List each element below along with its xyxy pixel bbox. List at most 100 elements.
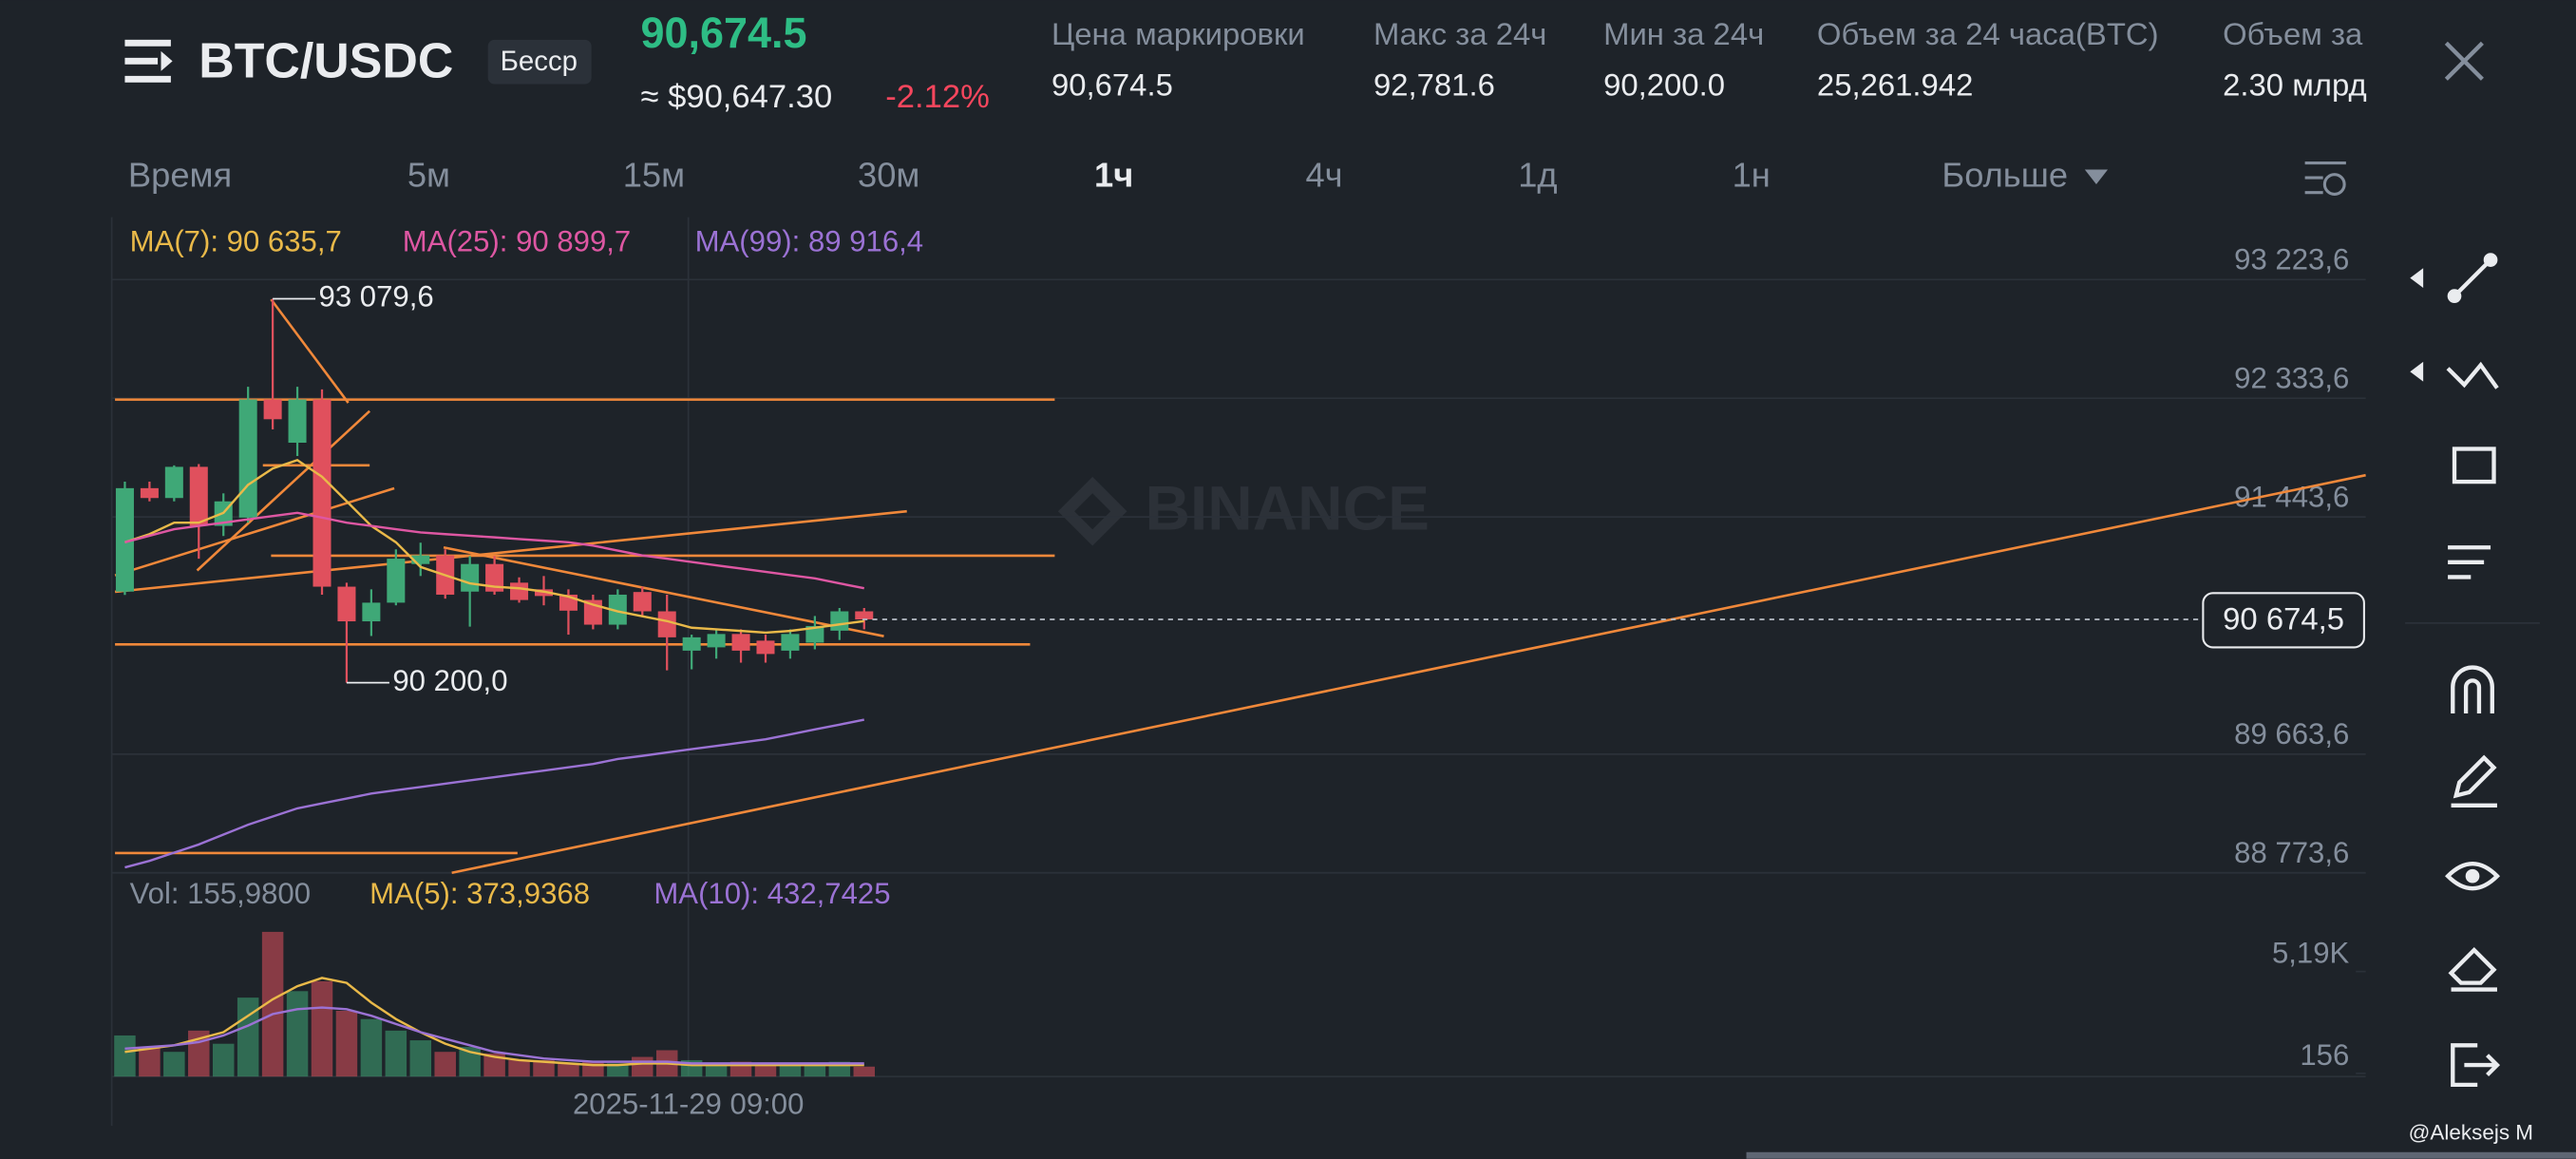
stat-label: Цена маркировки	[1051, 16, 1305, 51]
tool-magnet[interactable]	[2451, 665, 2494, 713]
tool-exit[interactable]	[2451, 1043, 2501, 1088]
low-label: 90 200,0	[392, 664, 507, 697]
candle-body	[830, 611, 849, 631]
settings-icon[interactable]	[2304, 161, 2346, 196]
timeframe[interactable]: 1д	[1518, 156, 1557, 195]
candle-body	[805, 625, 824, 643]
volume-bar	[508, 1059, 530, 1077]
timeframe[interactable]: 4ч	[1305, 156, 1342, 195]
plot: MA(7): 90 635,7 MA(25): 90 899,7 MA(99): 8…	[114, 225, 2365, 1121]
badge-bg	[487, 39, 592, 85]
change: -2.12%	[885, 79, 990, 115]
tool-eye[interactable]	[2445, 862, 2501, 891]
timeframe[interactable]: Больше	[1941, 156, 2068, 195]
pair[interactable]: BTC/USDC	[199, 32, 453, 87]
volume-bar	[311, 980, 333, 1077]
legend-entry: MA(10): 432,7425	[653, 877, 890, 910]
stat-label: Мин за 24ч	[1603, 16, 1764, 51]
candle-body	[238, 399, 257, 518]
timeframe[interactable]: Время	[128, 156, 232, 195]
ma-line	[124, 977, 864, 1067]
stat-value: 92,781.6	[1373, 67, 1495, 103]
grid: 93 223,6 92 333,6 91 443,6 89 663,6 88 773,6…	[111, 243, 2366, 1074]
candle-body	[707, 634, 726, 648]
x-axis-label: 2025-11-29 09:00	[573, 1088, 804, 1121]
ma-line	[124, 511, 865, 590]
tool-shape[interactable]	[2452, 446, 2496, 484]
timeframe[interactable]: 5м	[407, 156, 450, 195]
stats: Цена маркировки 90,674.5 Макс за 24ч 92,781…	[1051, 16, 2367, 103]
volume-bar	[754, 1065, 777, 1077]
y-tick-label: 93 223,6	[2234, 243, 2349, 276]
icon-stroke	[2451, 754, 2497, 808]
candle-body	[731, 634, 750, 651]
icon-stroke	[2451, 665, 2494, 713]
volume-bar	[779, 1063, 802, 1077]
icon-stroke	[2446, 361, 2499, 390]
expand-arrow	[2410, 361, 2424, 382]
volume-bar	[434, 1052, 456, 1077]
candle-body	[855, 611, 874, 619]
icon-stroke	[2452, 446, 2496, 484]
candle-body	[313, 399, 331, 587]
stat-value: 90,200.0	[1603, 67, 1725, 103]
volume-bar	[853, 1066, 876, 1077]
close-icon[interactable]	[2444, 41, 2484, 81]
volume-bar	[335, 1010, 358, 1077]
candle-body	[115, 487, 134, 592]
y-tick-label: 156	[2300, 1038, 2349, 1072]
drawing-line	[196, 409, 371, 572]
icon-stroke	[2465, 868, 2480, 884]
candle-body	[337, 586, 356, 622]
y-tick-label: 88 773,6	[2234, 836, 2349, 869]
candle-body	[781, 634, 800, 651]
volume-bar	[483, 1053, 505, 1077]
expand-arrow	[2410, 268, 2424, 288]
candle-body	[657, 611, 676, 637]
candle-body	[608, 594, 627, 625]
volume-bar	[632, 1056, 653, 1077]
tool-eraser[interactable]	[2448, 946, 2497, 992]
drawing-line	[270, 298, 350, 404]
legend-entry: MA(25): 90 899,7	[403, 225, 632, 258]
candle-body	[362, 602, 381, 622]
timeframe[interactable]: 1ч	[1094, 156, 1133, 195]
stat-label: Объем за	[2223, 16, 2363, 51]
ma-line	[124, 459, 864, 635]
high-label: 93 079,6	[319, 280, 434, 314]
stat-value: 2.30 млрд	[2223, 67, 2367, 103]
last-price: 90,674.5	[641, 9, 807, 57]
drawing-line	[114, 509, 907, 594]
volume-bar	[705, 1063, 728, 1077]
close-stroke	[2444, 41, 2484, 81]
timeframe[interactable]: 30м	[858, 156, 919, 195]
timeframe[interactable]: 15м	[623, 156, 685, 195]
watermark-author: @Aleksejs M	[2409, 1121, 2533, 1145]
volume-label: Vol: 155,9800	[130, 877, 311, 910]
price-tag-label: 90 674,5	[2223, 600, 2344, 636]
timeframe[interactable]: 1н	[1733, 156, 1771, 195]
candle-body	[411, 555, 430, 564]
drawing-line	[451, 473, 2366, 875]
menu-icon[interactable]	[124, 39, 173, 83]
volume-bar	[261, 931, 284, 1077]
tool-pen[interactable]	[2451, 754, 2497, 808]
tool-line[interactable]	[2447, 253, 2498, 303]
icon-stroke	[2448, 946, 2497, 992]
menu-bar	[124, 39, 171, 47]
toolbar	[2405, 253, 2540, 1088]
volume-bar	[804, 1063, 826, 1077]
tool-fib[interactable]	[2446, 361, 2499, 390]
volume-bar	[212, 1043, 235, 1077]
tool-text[interactable]	[2448, 545, 2491, 580]
candle-body	[263, 399, 282, 420]
y-tick-label: 5,19K	[2272, 937, 2350, 970]
volume-bar	[533, 1059, 555, 1077]
menu-bar	[124, 75, 171, 83]
volume-bar	[360, 1018, 383, 1077]
candle-body	[461, 563, 480, 592]
timeframes: Время 5м 15м 30м 1ч 4ч 1д 1н Больше	[128, 156, 2068, 195]
volume-bar	[163, 1052, 185, 1077]
